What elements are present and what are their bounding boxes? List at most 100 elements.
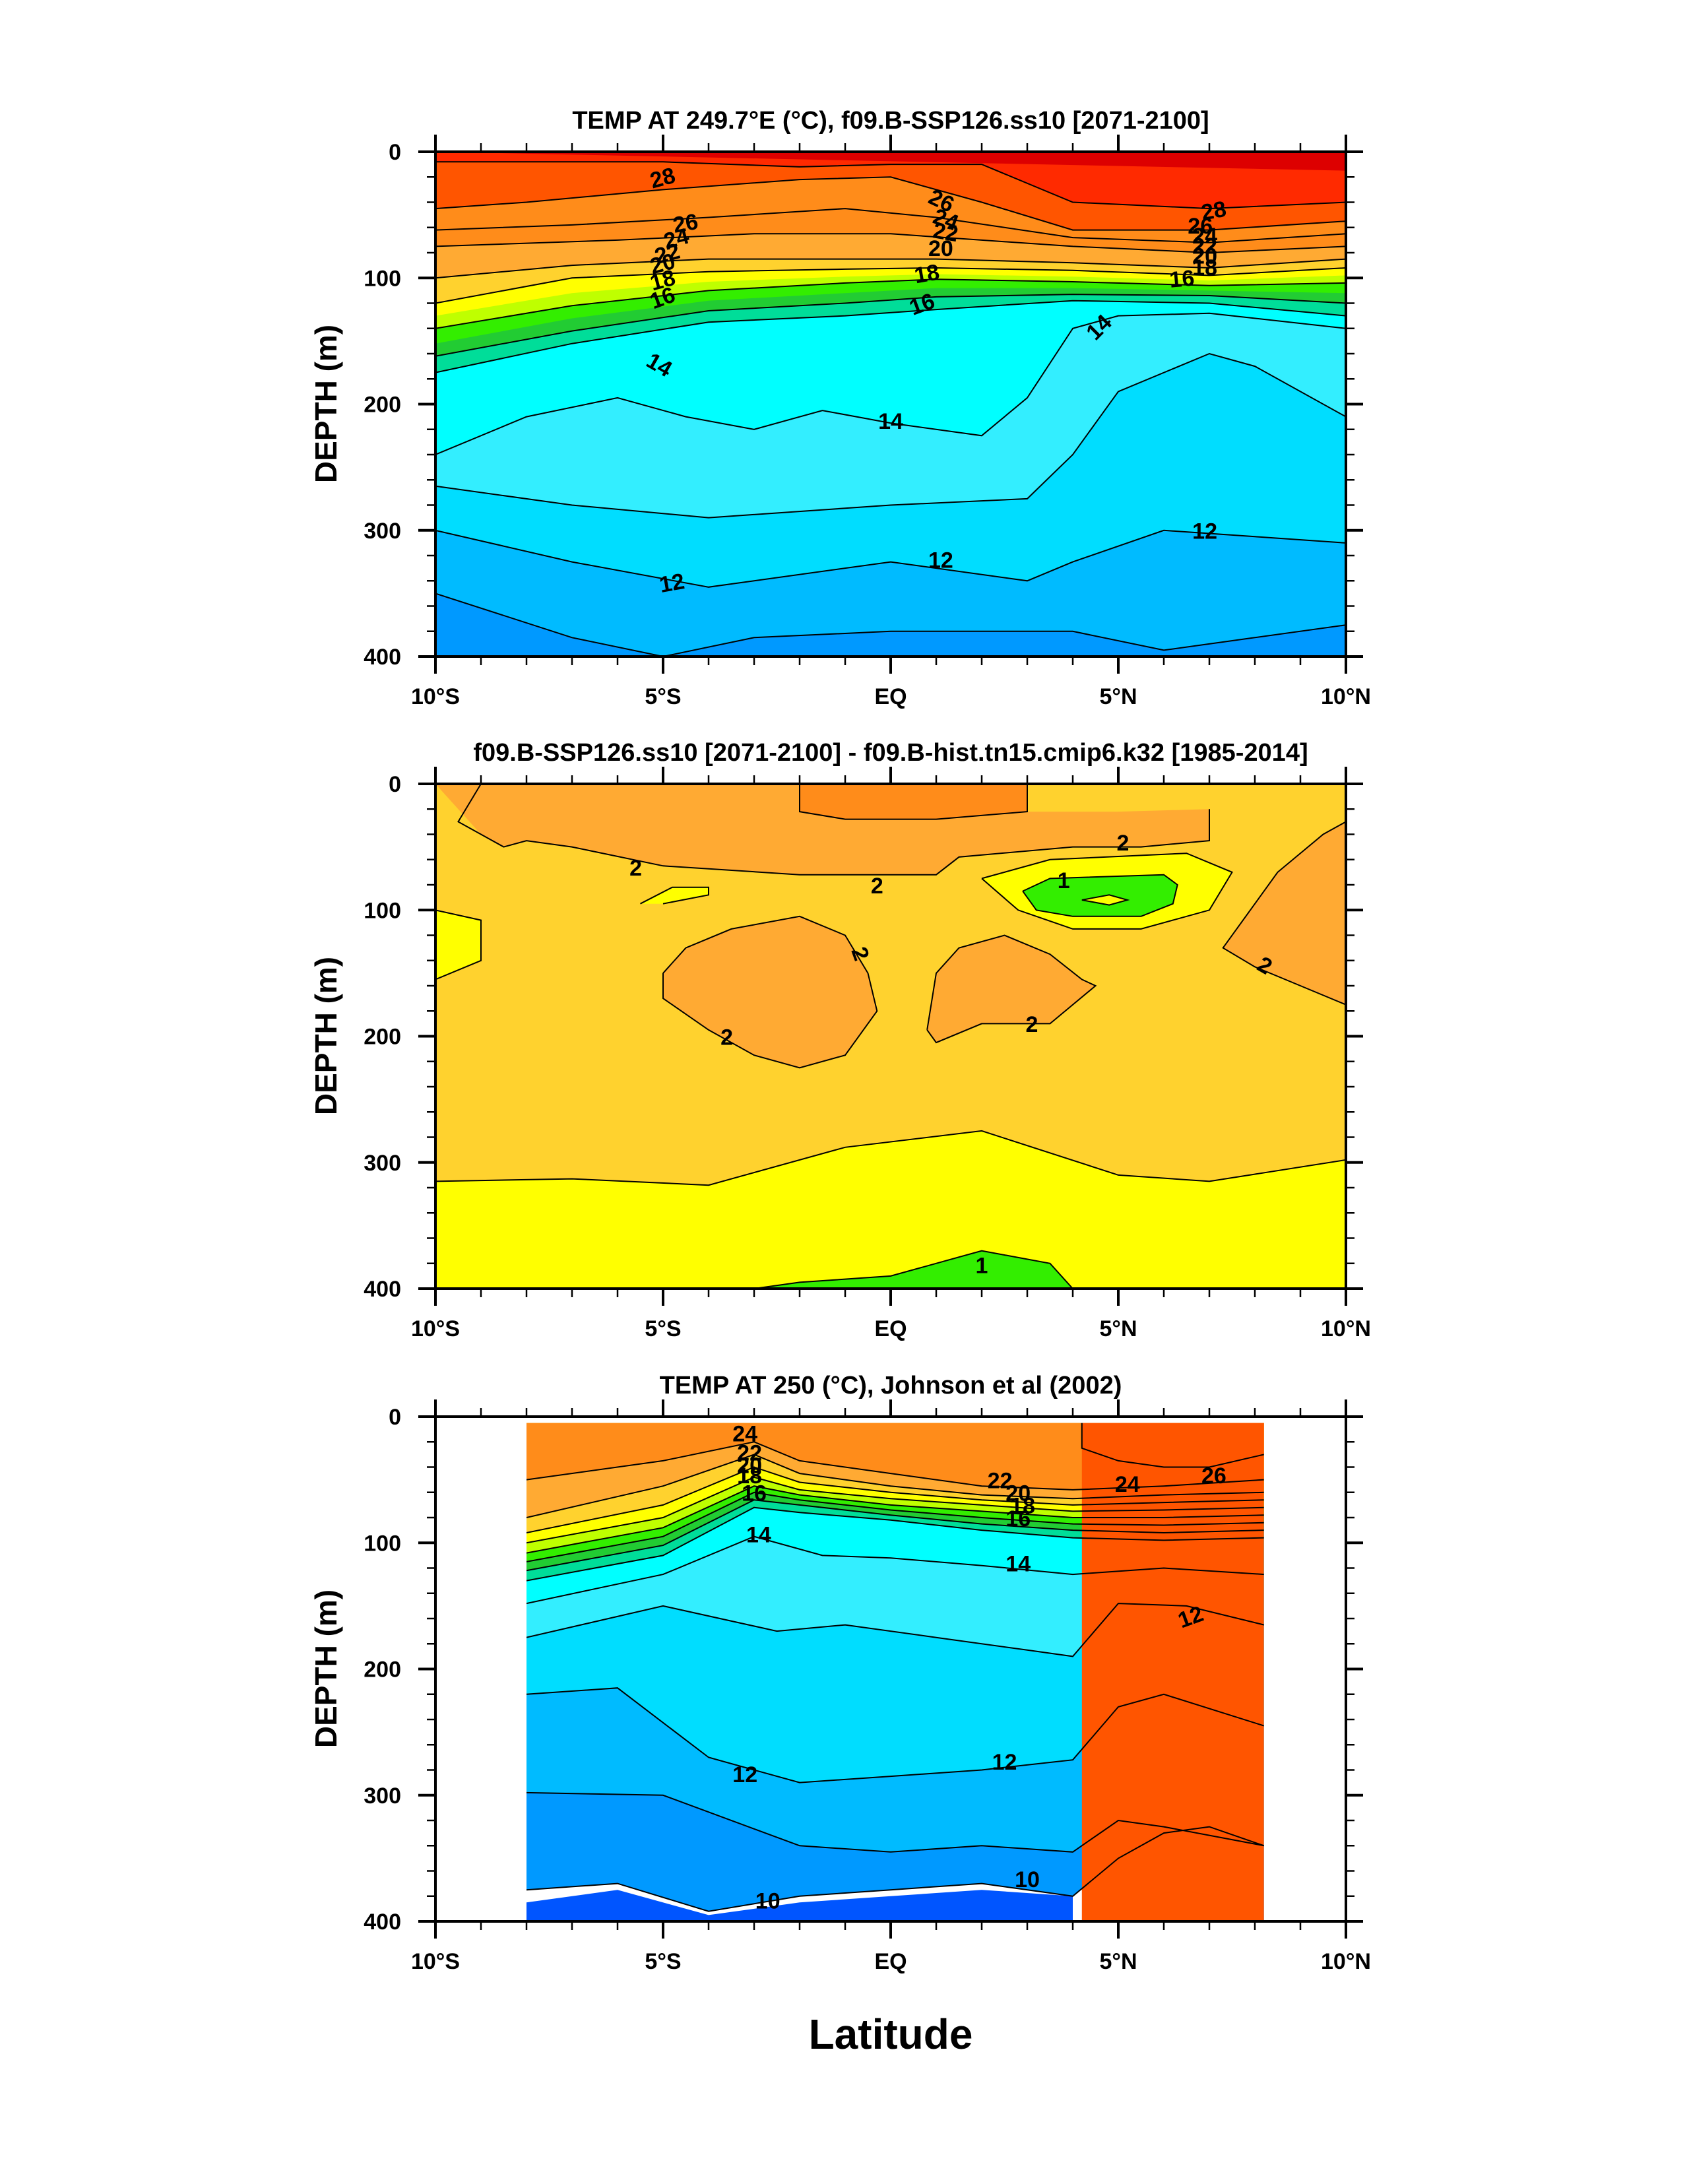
contour-fill-band — [927, 935, 1096, 1043]
x-axis-label: Latitude — [809, 2010, 973, 2058]
y-tick-label: 200 — [364, 393, 401, 418]
panel-1-title: TEMP AT 249.7°E (°C), f09.B-SSP126.ss10 … — [572, 107, 1209, 135]
contour-label: 18 — [912, 259, 941, 288]
x-tick-label: EQ — [874, 1949, 907, 1974]
contour-line — [526, 1485, 1264, 1554]
contour-label: 18 — [1192, 255, 1217, 280]
contour-label: 2 — [1025, 1012, 1038, 1037]
contour-line — [435, 300, 1346, 373]
contour-label: 22 — [931, 218, 960, 247]
x-tick-label: 10°N — [1321, 684, 1371, 709]
x-tick-label: 10°N — [1321, 1949, 1371, 1974]
contour-label: 22 — [737, 1440, 762, 1465]
y-tick-label: 0 — [389, 772, 401, 797]
y-tick-label: 100 — [364, 898, 401, 923]
contour-line — [435, 161, 1346, 210]
panel-3-ylabel: DEPTH (m) — [309, 1590, 343, 1748]
y-tick-label: 0 — [389, 1405, 401, 1430]
contour-line — [799, 784, 1028, 820]
contour-label: 14 — [1005, 1552, 1031, 1577]
panel-3: TEMP AT 250 (°C), Johnson et al (2002) 2… — [309, 1372, 1371, 1974]
contour-line — [1022, 874, 1178, 917]
panel-2: f09.B-SSP126.ss10 [2071-2100] - f09.B-hi… — [309, 739, 1371, 1341]
contour-line — [526, 1476, 1264, 1544]
panel-3-title: TEMP AT 250 (°C), Johnson et al (2002) — [660, 1372, 1122, 1399]
contour-line — [526, 1826, 1264, 1912]
contour-label: 12 — [928, 548, 953, 573]
contour-line — [526, 1506, 1264, 1582]
contour-line — [435, 258, 1346, 279]
contour-line — [526, 1603, 1264, 1657]
contour-label: 2 — [720, 1025, 733, 1050]
contour-label: 20 — [928, 236, 953, 261]
contour-line — [981, 852, 1233, 930]
y-tick-label: 300 — [364, 519, 401, 544]
x-tick-label: 10°S — [411, 684, 460, 709]
contour-line — [526, 1491, 1264, 1562]
contour-label: 22 — [988, 1468, 1013, 1493]
contour-line — [526, 1454, 1264, 1518]
contour-line — [435, 208, 1346, 243]
contour-label: 26 — [671, 209, 700, 238]
contour-label: 1 — [976, 1253, 988, 1278]
contour-line — [526, 1791, 1264, 1853]
contour-label: 12 — [992, 1750, 1017, 1775]
contour-line — [526, 1441, 1264, 1491]
contour-label: 2 — [1116, 831, 1129, 856]
contour-line — [662, 915, 878, 1069]
contour-label: 10 — [755, 1888, 781, 1913]
contour-fill-band — [435, 910, 481, 980]
contour-label: 24 — [732, 1422, 757, 1447]
panel-2-title: f09.B-SSP126.ss10 [2071-2100] - f09.B-hi… — [473, 739, 1308, 767]
contour-label: 20 — [1005, 1481, 1031, 1506]
contour-fill-band — [435, 152, 1346, 209]
contour-line — [435, 1130, 1346, 1186]
contour-label: 2 — [629, 856, 642, 881]
panel-2-contour-lines — [435, 784, 1346, 1289]
x-tick-label: 5°N — [1099, 684, 1137, 709]
contour-label: 28 — [1199, 197, 1228, 226]
contour-label: 14 — [878, 409, 903, 434]
contour-line — [435, 529, 1346, 588]
contour-line — [435, 312, 1346, 455]
contour-fill-band — [435, 784, 1209, 875]
contour-line — [1081, 894, 1130, 906]
contour-fill-band — [435, 1130, 1346, 1289]
contour-fill-band — [526, 1423, 1264, 1490]
contour-fill-band — [800, 784, 1027, 819]
y-tick-label: 400 — [364, 1910, 401, 1935]
x-tick-label: 5°S — [645, 1949, 681, 1974]
x-tick-label: 10°S — [411, 1316, 460, 1341]
y-tick-label: 400 — [364, 1277, 401, 1302]
y-tick-label: 200 — [364, 1025, 401, 1050]
panel-3-axes: 10°S 5°S EQ 5°N 10°N 0 100 200 300 400 — [364, 1399, 1371, 1974]
y-tick-label: 0 — [389, 140, 401, 165]
contour-label: 26 — [1188, 214, 1213, 239]
contour-fill-band — [1023, 874, 1178, 916]
contour-fill-band — [526, 1890, 1073, 1921]
x-tick-label: 5°N — [1099, 1949, 1137, 1974]
contour-label: 2 — [871, 874, 883, 899]
x-tick-label: 10°S — [411, 1949, 460, 1974]
contour-label: 10 — [1015, 1867, 1040, 1892]
contour-line — [435, 294, 1346, 357]
panel-1-contour-lines — [435, 161, 1346, 657]
contour-label: 18 — [1010, 1494, 1035, 1519]
contour-line — [435, 233, 1346, 254]
panel-1-axes: 10°S 5°S EQ 5°N 10°N 0 100 200 300 400 — [364, 135, 1371, 709]
contour-line — [435, 176, 1346, 231]
x-tick-label: EQ — [874, 1316, 907, 1341]
y-tick-label: 400 — [364, 645, 401, 670]
contour-line — [435, 909, 482, 980]
contour-line — [753, 1250, 1073, 1289]
contour-line — [457, 784, 1210, 876]
contour-line — [435, 267, 1346, 304]
panel-2-axes: 10°S 5°S EQ 5°N 10°N 0 100 200 300 400 — [364, 767, 1371, 1341]
contour-line — [435, 593, 1346, 657]
y-tick-label: 300 — [364, 1783, 401, 1809]
panel-1: TEMP AT 249.7°E (°C), f09.B-SSP126.ss10 … — [309, 107, 1371, 709]
contour-label: 16 — [1168, 266, 1195, 293]
contour-line — [526, 1466, 1264, 1533]
contour-label: 20 — [737, 1453, 762, 1478]
